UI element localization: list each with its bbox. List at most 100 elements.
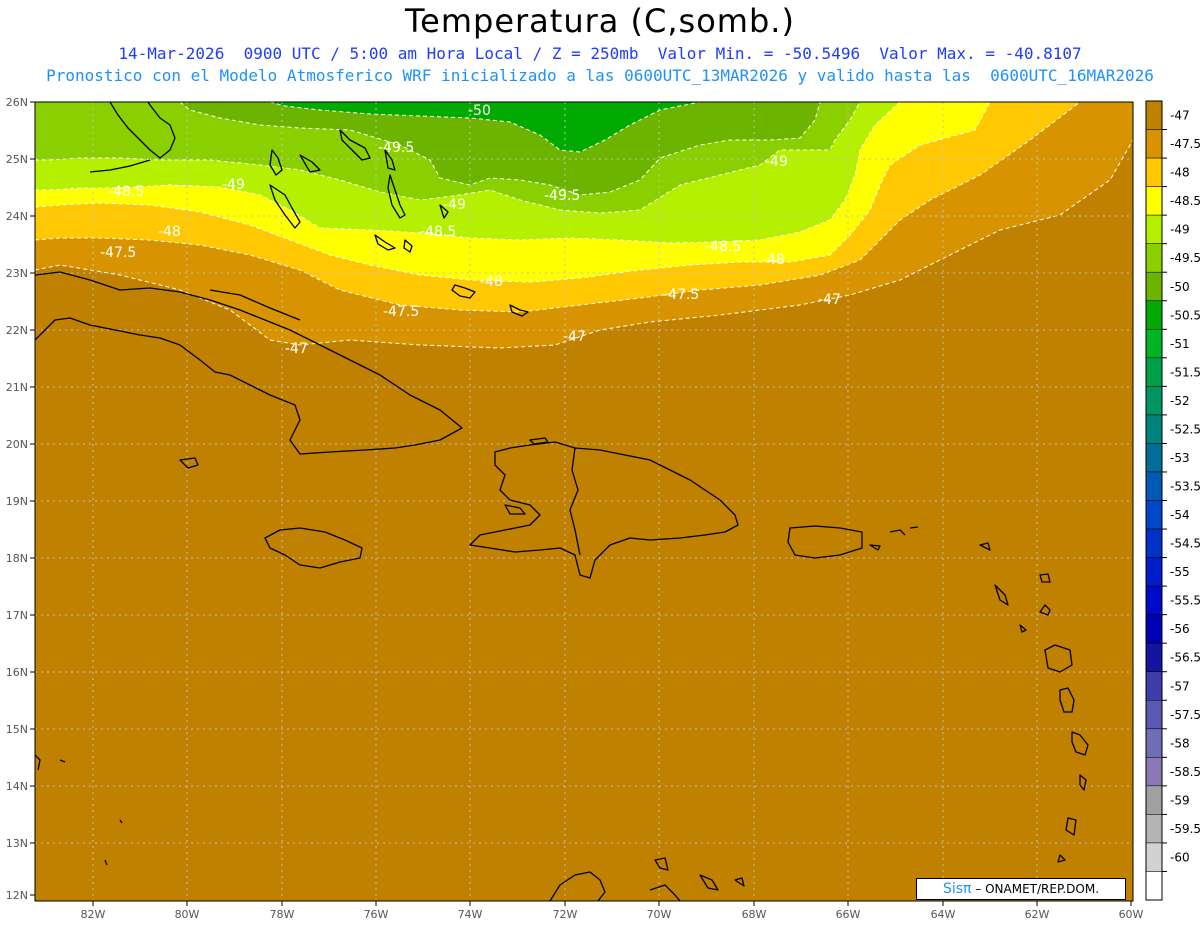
- contour-lines: [35, 102, 1133, 349]
- credit-box: Sisπ – ONAMET/REP.DOM.: [916, 878, 1126, 900]
- colorbar-swatch: [1145, 757, 1163, 787]
- colorbar-swatch: [1145, 186, 1163, 216]
- contour-label: -48.5: [705, 239, 741, 255]
- colorbar-label: -59.5: [1170, 822, 1200, 836]
- coastlines: [35, 102, 1089, 901]
- colorbar-label: -47: [1170, 109, 1190, 123]
- colorbar-label: -49.5: [1170, 251, 1200, 265]
- colorbar-label: -50: [1170, 280, 1190, 294]
- contour-line-48: [35, 102, 991, 283]
- sispi-logo: Sisπ: [942, 881, 972, 897]
- contour-label: -49.5: [378, 140, 414, 156]
- temperature-field: [35, 102, 1133, 901]
- colorbar-swatch: [1145, 357, 1163, 387]
- colorbar-swatch: [1145, 671, 1163, 701]
- puerto-rico-coast: [787, 525, 863, 559]
- bahamas-andros: [269, 149, 283, 176]
- colorbar-label: -58: [1170, 736, 1190, 750]
- colorbar-swatch: [1145, 642, 1163, 672]
- hispaniola-coast: [469, 441, 739, 579]
- bahamas-ragged: [374, 234, 396, 251]
- colorbar-swatch: [1145, 386, 1163, 416]
- lon-label: 60W: [1119, 908, 1144, 921]
- bahamas-exuma: [299, 154, 321, 173]
- lat-label: 25N: [6, 153, 28, 166]
- montserrat: [1019, 624, 1027, 633]
- colorbar-swatch: [1145, 500, 1163, 530]
- gonave-island: [504, 504, 526, 515]
- lon-label: 64W: [931, 908, 956, 921]
- colorbar: [1145, 100, 1163, 901]
- colorbar-label: -48.5: [1170, 194, 1200, 208]
- colorbar-swatch: [1145, 100, 1163, 130]
- haiti-border: [569, 447, 581, 556]
- lon-label: 70W: [647, 908, 672, 921]
- bahamas-crooked: [403, 239, 413, 253]
- contour-labels: -50 -49.5 -49 -49.5 -49 -49 -48.5 -48.5 …: [100, 103, 841, 357]
- axis-ticks: [30, 101, 1132, 906]
- anguilla-stmartin: [979, 542, 991, 551]
- colorbar-swatch: [1145, 243, 1163, 273]
- guadeloupe: [1039, 604, 1051, 616]
- jamaica-coast: [264, 527, 363, 569]
- colorbar-swatch: [1145, 414, 1163, 444]
- contour-label: -49: [765, 154, 788, 170]
- lat-label: 18N: [6, 552, 28, 565]
- lon-label: 82W: [81, 908, 106, 921]
- cuba-coast: [35, 271, 463, 455]
- small-cays-west: [59, 759, 123, 866]
- colorbar-label: -55: [1170, 565, 1190, 579]
- colorbar-swatch: [1145, 700, 1163, 730]
- colorbar-swatch: [1145, 842, 1163, 872]
- contour-label: -49: [443, 197, 466, 213]
- colorbar-swatch: [1145, 329, 1163, 359]
- lat-labels: 26N 25N 24N 23N 22N 21N 20N 19N 18N 17N …: [6, 96, 28, 902]
- colorbar-swatch: [1145, 557, 1163, 587]
- band-50-5: [270, 102, 700, 152]
- contour-label: -48.5: [108, 184, 144, 200]
- colorbar-label: -56.5: [1170, 651, 1200, 665]
- contour-label: -47.5: [383, 304, 419, 320]
- colorbar-label: -49: [1170, 223, 1190, 237]
- colorbar-swatch: [1145, 814, 1163, 844]
- colorbar-label: -53: [1170, 451, 1190, 465]
- martinique: [1059, 687, 1075, 713]
- lon-label: 78W: [270, 908, 295, 921]
- colorbar-swatch: [1145, 157, 1163, 187]
- contour-label: -47.5: [663, 287, 699, 303]
- contour-label: -47: [563, 329, 586, 345]
- lon-label: 66W: [836, 908, 861, 921]
- bahamas-long: [387, 174, 406, 219]
- colorbar-label: -48: [1170, 166, 1190, 180]
- virgin-islands: [889, 526, 919, 536]
- colorbar-swatch: [1145, 585, 1163, 615]
- contour-label: -48: [480, 274, 503, 290]
- colorbar-swatch: [1145, 471, 1163, 501]
- colorbar-label: -54: [1170, 508, 1190, 522]
- lat-label: 23N: [6, 267, 28, 280]
- colorbar-swatch: [1145, 271, 1163, 302]
- lon-label: 62W: [1025, 908, 1050, 921]
- colorbar-label: -55.5: [1170, 594, 1200, 608]
- subtitle-valid-time: 14-Mar-2026 0900 UTC / 5:00 am Hora Loca…: [118, 44, 1082, 63]
- lon-label: 68W: [742, 908, 767, 921]
- colorbar-labels: -47 -47.5 -48 -48.5 -49 -49.5 -50 -50.5 -51 -51.5…: [1162, 109, 1200, 872]
- aruba-curacao: [699, 874, 745, 891]
- bahamas-eleuthera: [339, 129, 371, 161]
- antigua: [1039, 573, 1051, 583]
- barbados: [1065, 817, 1077, 836]
- colorbar-label: -52: [1170, 394, 1190, 408]
- lon-labels: 82W 80W 78W 76W 74W 72W 70W 68W 66W 64W …: [81, 908, 1144, 921]
- colorbar-swatch: [1145, 300, 1163, 330]
- venezuela-coast: [649, 884, 681, 901]
- colorbar-label: -57.5: [1170, 708, 1200, 722]
- grenada: [1057, 854, 1066, 863]
- colorbar-label: -51.5: [1170, 365, 1200, 379]
- contour-label: -50: [468, 103, 491, 119]
- contour-line-50: [269, 102, 701, 153]
- vieques: [869, 544, 881, 551]
- colorbar-swatch: [1145, 528, 1163, 558]
- st-lucia: [1071, 731, 1089, 756]
- colorbar-swatch: [1145, 443, 1163, 473]
